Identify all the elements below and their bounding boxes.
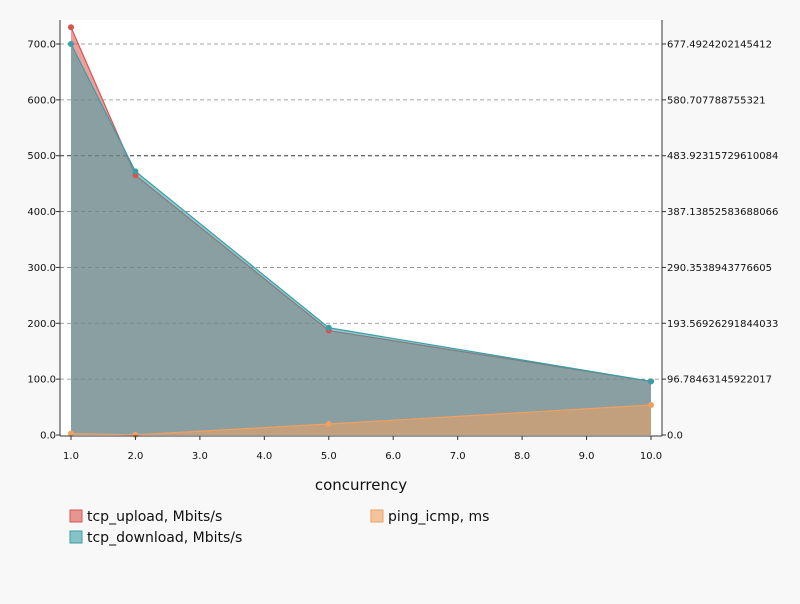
x-axis-label: concurrency [315, 476, 407, 494]
y-tick-label: 0.0 [40, 431, 56, 442]
legend-label: tcp_download, Mbits/s [87, 530, 242, 546]
y2-tick-label: 290.3538943776605 [667, 263, 772, 274]
x-tick-label: 8.0 [514, 451, 530, 462]
y2-tick-label: 580.707788755321 [667, 95, 766, 106]
x-tick-label: 2.0 [127, 451, 143, 462]
data-point [68, 41, 74, 47]
y-tick-label: 200.0 [27, 319, 56, 330]
x-tick-label: 1.0 [63, 451, 79, 462]
data-point [68, 430, 74, 437]
data-point [325, 324, 332, 331]
legend-swatch [69, 530, 83, 544]
x-tick-label: 7.0 [450, 451, 466, 462]
y2-tick-label: 677.4924202145412 [667, 40, 772, 51]
y-tick-label: 600.0 [27, 95, 56, 106]
series-line [70, 43, 652, 382]
y2-tick-label: 387.13852583688066 [667, 207, 778, 218]
y-tick-label: 500.0 [27, 151, 56, 162]
y2-tick-label: 96.78463145922017 [667, 375, 772, 386]
y-tick-label: 400.0 [27, 207, 56, 218]
series-area [71, 44, 651, 435]
y2-tick-label: 0.0 [667, 431, 683, 442]
x-tick-label: 4.0 [256, 451, 272, 462]
series-line [70, 404, 652, 436]
x-tick-label: 5.0 [321, 451, 337, 462]
legend-label: tcp_upload, Mbits/s [87, 509, 222, 525]
x-tick-label: 6.0 [385, 451, 401, 462]
data-point [648, 401, 654, 408]
y-tick-label: 700.0 [27, 40, 56, 51]
legend-label: ping_icmp, ms [388, 509, 489, 525]
data-point [648, 378, 654, 385]
series-area [71, 404, 651, 435]
legend-swatch [69, 509, 83, 523]
x-tick-label: 10.0 [640, 451, 662, 462]
y2-tick-label: 193.56926291844033 [667, 319, 778, 330]
y-tick-label: 100.0 [27, 375, 56, 386]
data-point [325, 421, 332, 428]
y2-tick-label: 483.92315729610084 [667, 151, 778, 162]
data-point [68, 24, 74, 31]
x-tick-label: 3.0 [192, 451, 208, 462]
data-point [132, 168, 139, 175]
x-tick-label: 9.0 [579, 451, 595, 462]
legend-swatch [370, 509, 384, 523]
y-tick-label: 300.0 [27, 263, 56, 274]
